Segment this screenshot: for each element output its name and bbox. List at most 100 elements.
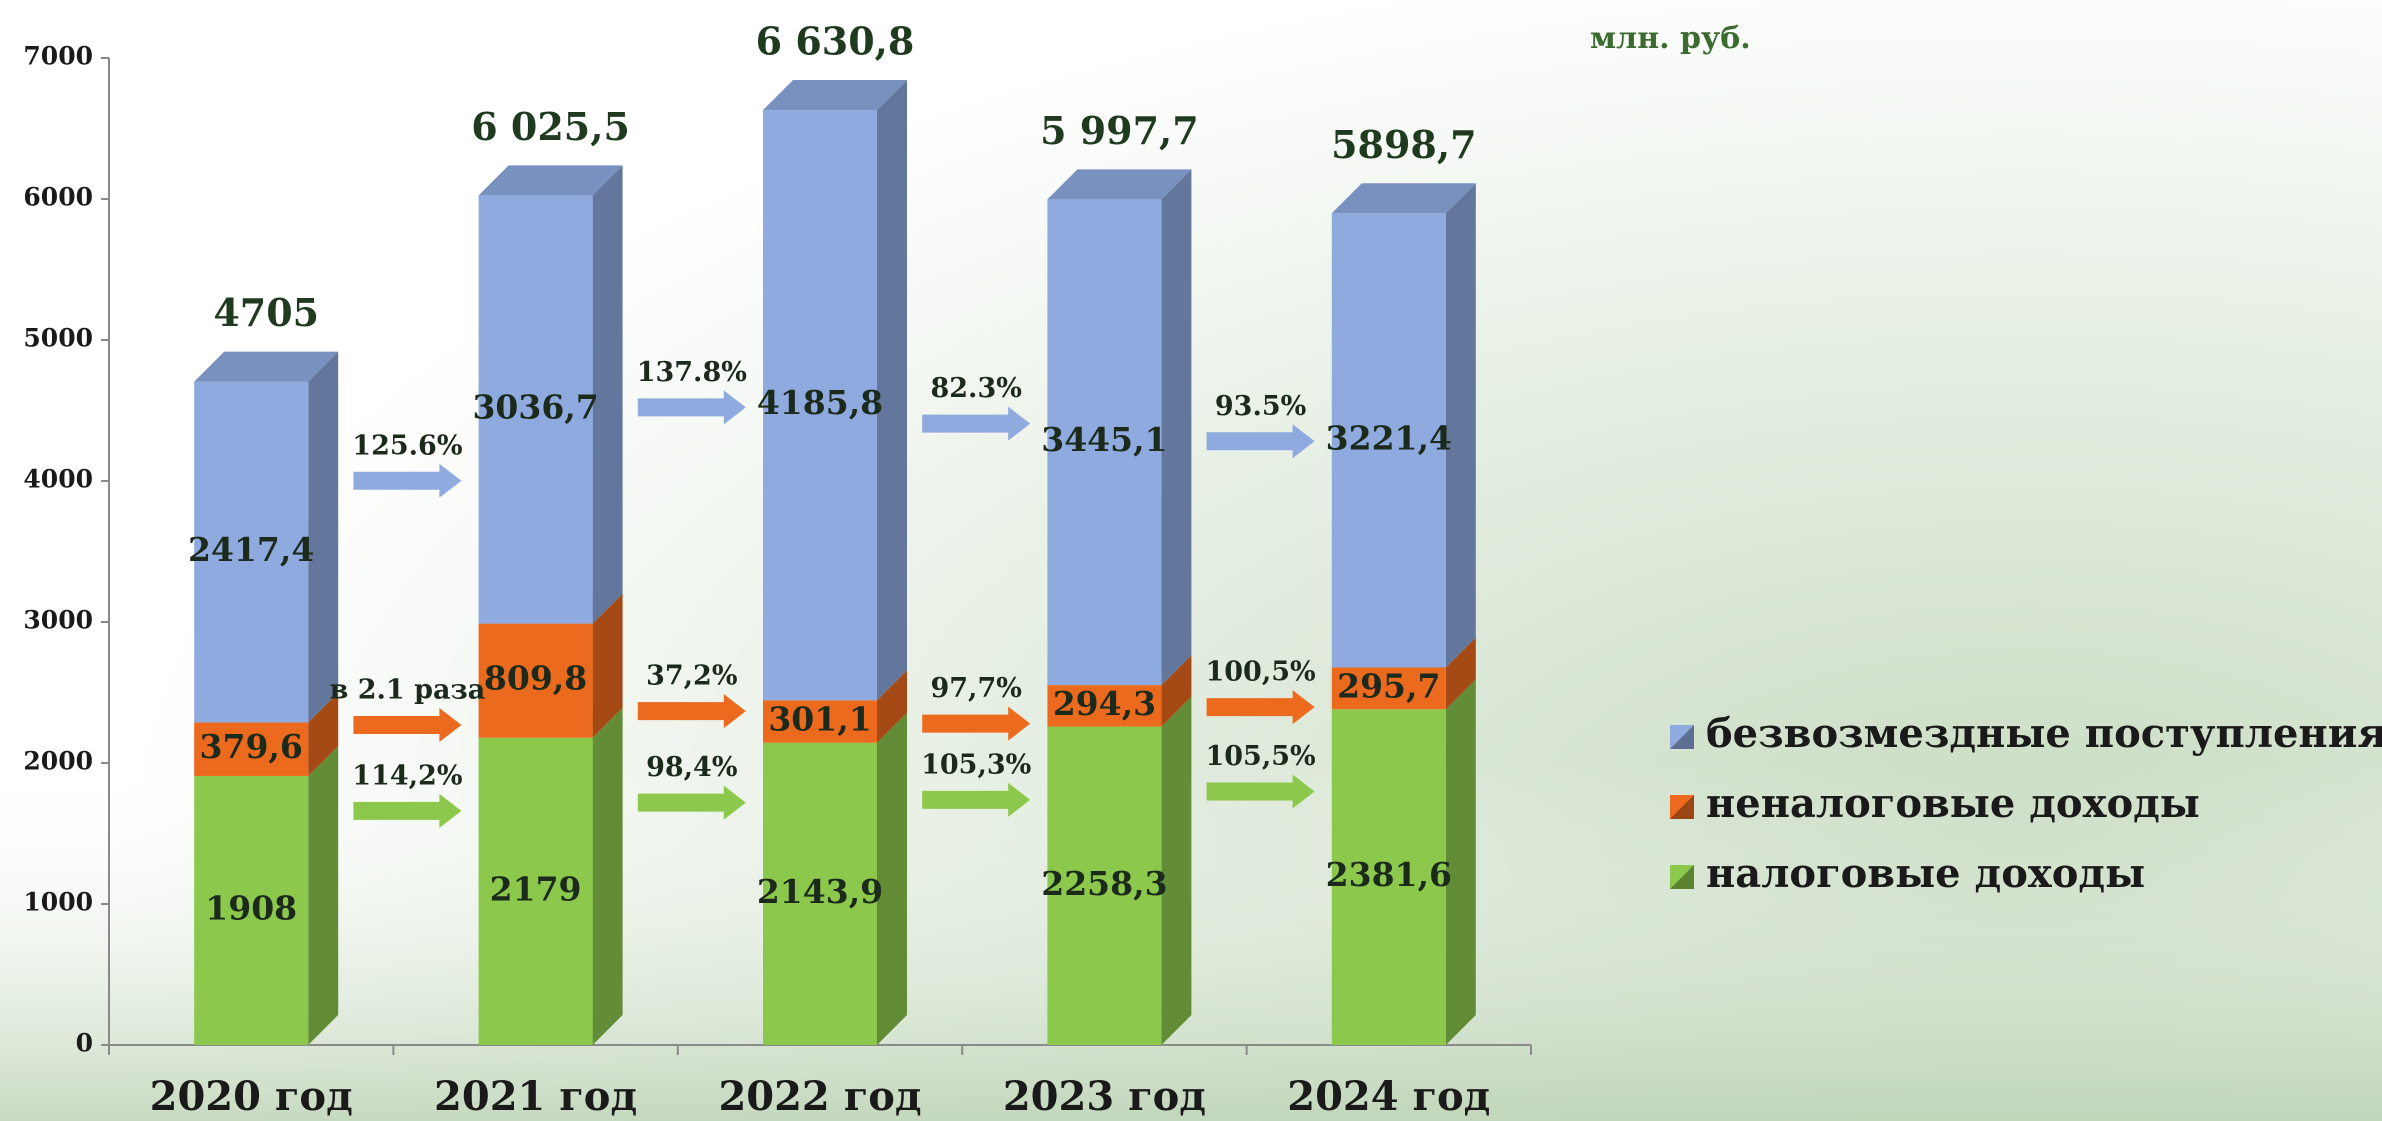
value-label: 2143,9 — [757, 872, 883, 911]
value-label: 4185,8 — [757, 383, 883, 422]
growth-label: 93.5% — [1215, 391, 1306, 422]
growth-arrow — [922, 706, 1031, 741]
bar-top — [763, 80, 907, 111]
total-label: 4705 — [213, 290, 319, 335]
total-label: 6 630,8 — [756, 19, 915, 64]
growth-arrow — [637, 390, 746, 425]
value-label: 2179 — [490, 869, 582, 908]
value-label: 809,8 — [484, 659, 587, 698]
value-label: 2381,6 — [1326, 855, 1452, 894]
unit-label: млн. руб. — [1590, 21, 1751, 56]
legend-label: неналоговые доходы — [1706, 780, 2200, 827]
bar-segment — [194, 722, 309, 776]
bar-side — [308, 351, 339, 723]
value-label: 301,1 — [768, 699, 871, 738]
x-tick-label: 2023 год — [1003, 1073, 1206, 1120]
bar-segment — [1047, 685, 1162, 727]
bar-side — [877, 712, 907, 1045]
bar-side — [1161, 169, 1192, 686]
bar-side — [1445, 679, 1476, 1045]
total-label: 5 997,7 — [1040, 108, 1199, 153]
bar-side — [1445, 183, 1476, 668]
value-label: 2417,4 — [188, 530, 314, 569]
growth-arrow — [353, 793, 462, 828]
growth-label: 114,2% — [352, 760, 462, 791]
y-tick-label: 0 — [76, 1029, 93, 1058]
bar-top — [478, 165, 623, 196]
bar-segment — [763, 742, 877, 1045]
x-tick-label: 2022 год — [718, 1073, 921, 1120]
bar-top — [1047, 169, 1192, 200]
bar-segment — [478, 737, 593, 1045]
growth-label: 105,5% — [1205, 741, 1315, 772]
value-label: 379,6 — [200, 727, 303, 766]
bar-side — [592, 165, 623, 624]
growth-arrow — [1206, 774, 1315, 809]
x-tick-label: 2020 год — [150, 1073, 353, 1120]
bar-side — [592, 593, 623, 738]
bar-top — [1331, 183, 1476, 214]
legend-swatch-shade — [1670, 865, 1694, 889]
growth-label: 137.8% — [637, 357, 747, 388]
growth-label: 37,2% — [646, 661, 737, 692]
bar-side — [308, 745, 339, 1045]
growth-arrow — [353, 707, 462, 742]
growth-arrow — [1206, 424, 1315, 459]
value-label: 294,3 — [1053, 684, 1156, 723]
value-label: 295,7 — [1337, 666, 1440, 705]
bar-segment — [1331, 213, 1446, 668]
growth-label: 100,5% — [1205, 657, 1315, 688]
growth-label: 82.3% — [930, 373, 1021, 404]
x-tick-label: 2024 год — [1287, 1073, 1490, 1120]
y-tick-label: 4000 — [23, 465, 93, 494]
legend-label: налоговые доходы — [1706, 850, 2145, 897]
growth-label: 125.6% — [352, 430, 462, 461]
bar-segment — [1331, 709, 1446, 1045]
total-label: 5898,7 — [1331, 122, 1476, 167]
total-label: 6 025,5 — [471, 104, 630, 149]
growth-arrow — [637, 694, 746, 729]
value-label: 3445,1 — [1041, 420, 1167, 459]
value-label: 2258,3 — [1041, 864, 1167, 903]
growth-label: 98,4% — [646, 752, 737, 783]
value-label: 3036,7 — [472, 387, 598, 426]
growth-label: 105,3% — [921, 749, 1031, 780]
growth-arrow — [922, 406, 1031, 441]
bar-segment — [763, 110, 877, 701]
growth-arrow — [1206, 690, 1315, 725]
bar-segment — [478, 195, 593, 624]
bar-side — [877, 670, 907, 743]
growth-arrow — [353, 463, 462, 498]
bar-segment — [1047, 726, 1162, 1045]
y-tick-label: 7000 — [23, 42, 93, 71]
growth-label: 97,7% — [930, 673, 1021, 704]
y-tick-label: 2000 — [23, 747, 93, 776]
y-tick-label: 5000 — [23, 324, 93, 353]
y-tick-label: 1000 — [23, 888, 93, 917]
bar-side — [1161, 696, 1192, 1045]
bar-segment — [1047, 199, 1162, 686]
bar-segment — [478, 623, 593, 738]
bar-side — [1161, 655, 1192, 727]
bar-segment — [194, 381, 309, 723]
bar-side — [592, 707, 623, 1045]
bar-segment — [194, 775, 309, 1045]
bar-segment — [1331, 667, 1446, 710]
bar-side — [877, 80, 907, 701]
y-tick-label: 6000 — [23, 183, 93, 212]
y-tick-label: 3000 — [23, 606, 93, 635]
value-label: 3221,4 — [1326, 418, 1452, 457]
bar-side — [308, 692, 339, 776]
growth-arrow — [922, 782, 1031, 817]
growth-label: в 2.1 раза — [330, 674, 486, 705]
x-tick-label: 2021 год — [434, 1073, 637, 1120]
bar-side — [1445, 637, 1476, 710]
growth-arrow — [637, 785, 746, 820]
legend-label: безвозмездные поступления — [1706, 710, 2382, 757]
bar-segment — [763, 700, 877, 743]
value-label: 1908 — [205, 888, 297, 927]
legend-swatch-shade — [1670, 795, 1694, 819]
legend-swatch-shade — [1670, 725, 1694, 749]
